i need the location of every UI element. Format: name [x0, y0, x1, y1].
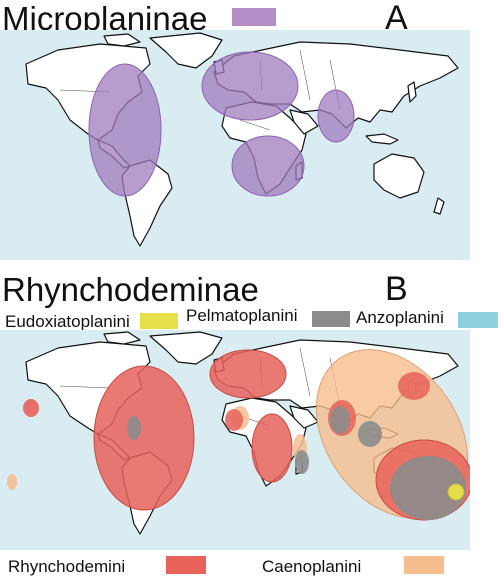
caenoplanini-pacific-island [7, 474, 17, 490]
arctic-islands [103, 331, 141, 345]
panel-b-letter: B [385, 270, 408, 308]
arctic-islands [103, 33, 141, 47]
rhynchodemini-europe [209, 349, 287, 399]
legend-swatch-rhynchodemini [166, 556, 206, 574]
map-panel-b [0, 330, 470, 550]
pelmatoplanini-southeast-asia [358, 421, 382, 447]
legend-label-eudoxiatoplanini: Eudoxiatoplanini [5, 312, 130, 331]
pelmatoplanini-south-asia [330, 406, 350, 434]
greenland [149, 32, 223, 69]
se-asia-islands [365, 133, 399, 145]
microplaninae-legend-swatch [232, 8, 276, 26]
legend-label-anzoplanini: Anzoplanini [356, 308, 444, 327]
panel-b-title: Rhynchodeminae [2, 271, 259, 308]
legend-swatch-caenoplanini [404, 556, 444, 574]
legend-label-rhynchodemini: Rhynchodemini [8, 557, 126, 576]
legend-label-caenoplanini: Caenoplanini [262, 557, 362, 576]
rhynchodemini-africa [251, 413, 293, 483]
rhynchodemini-east-asia [398, 372, 430, 400]
japan [407, 81, 417, 103]
legend-swatch-anzoplanini [458, 312, 498, 328]
greenland [149, 331, 223, 365]
pelmatoplanini-east-africa [295, 450, 309, 474]
legend-swatch-eudoxiatoplanini [140, 313, 178, 329]
microplaninae-south-asia [317, 89, 355, 143]
arabia [289, 109, 319, 135]
microplaninae-africa [231, 135, 305, 197]
arabia [289, 405, 319, 429]
pelmatoplanini-australia [390, 456, 466, 520]
microplaninae-europe [201, 51, 299, 121]
new-zealand [433, 197, 445, 215]
microplaninae-distribution [88, 51, 355, 197]
panel-a-letter: A [385, 0, 408, 37]
eudoxiatoplanini-australia [447, 483, 465, 501]
rhynchodeminae-distribution [7, 349, 470, 521]
panel-a-title: Microplaninae [2, 0, 208, 37]
rhynchodemini-west-africa [225, 409, 243, 431]
rhynchodemini-pacific-island [23, 399, 39, 417]
legend-label-pelmatoplanini: Pelmatoplanini [186, 306, 298, 325]
microplaninae-americas [88, 63, 162, 197]
map-panel-a [0, 30, 470, 260]
australia [373, 153, 425, 199]
legend-swatch-pelmatoplanini [312, 311, 350, 327]
pelmatoplanini-south-america [127, 416, 141, 440]
rhynchodemini-americas [93, 365, 195, 511]
